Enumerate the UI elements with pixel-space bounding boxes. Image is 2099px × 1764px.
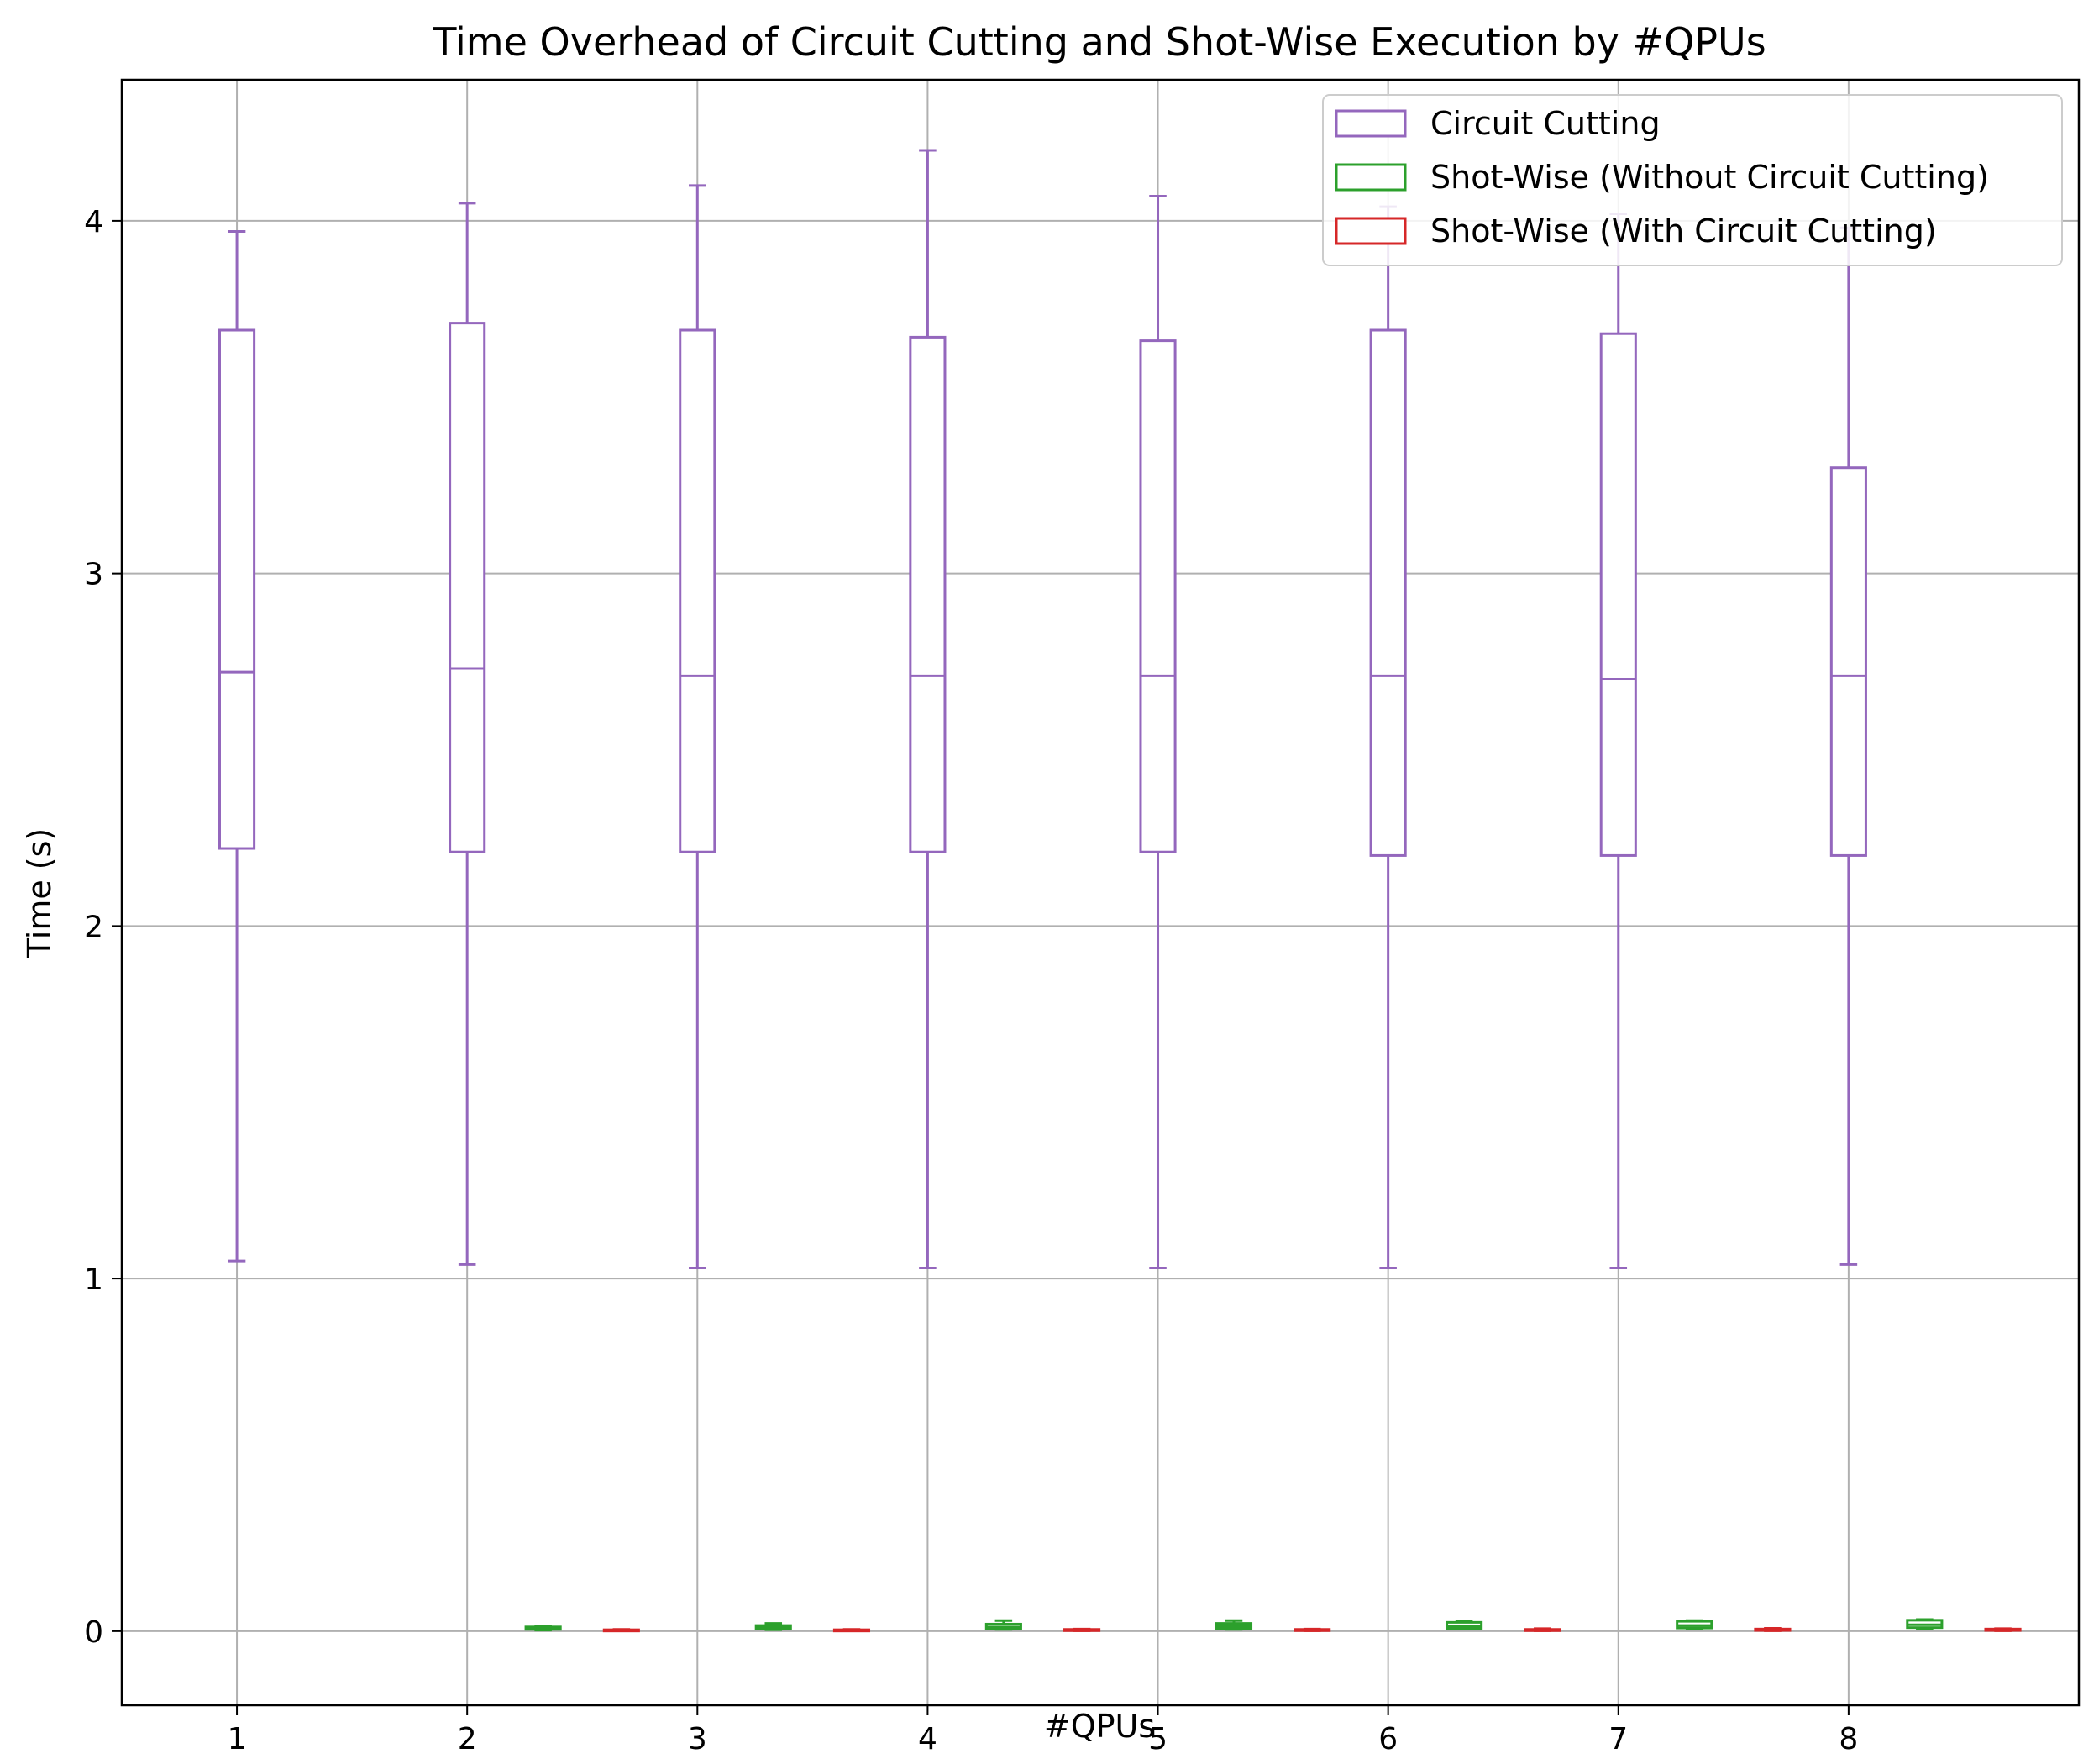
- y-axis-label: Time (s): [21, 828, 58, 959]
- box-circuit-cutting: [1139, 195, 1177, 1270]
- box-iqr: [1829, 466, 1867, 857]
- box-circuit-cutting: [449, 202, 486, 1266]
- box-circuit-cutting: [909, 149, 947, 1270]
- box-circuit-cutting: [679, 184, 716, 1270]
- legend-box: [1322, 94, 2063, 266]
- box-shot-wise-with-circuit-cutting: [1063, 1627, 1101, 1632]
- legend-swatch: [1335, 109, 1407, 138]
- x-axis-label: #QPUs: [1044, 1708, 1155, 1745]
- x-tick-label: 2: [458, 1722, 477, 1756]
- y-tick-label: 1: [84, 1263, 103, 1297]
- y-tick-label: 4: [84, 205, 103, 239]
- box-shot-wise-without-circuit-cutting: [1215, 1619, 1253, 1631]
- x-tick-label: 3: [688, 1722, 707, 1756]
- y-tick-label: 0: [84, 1615, 103, 1650]
- box-iqr: [218, 328, 256, 850]
- x-tick-label: 5: [1148, 1722, 1168, 1756]
- box-iqr: [1139, 339, 1177, 853]
- axis-ticks: 1 2 3 4 5 6 7 8 0 1 2 3 4: [84, 205, 1858, 1756]
- box-circuit-cutting: [218, 229, 256, 1263]
- legend-entry-label: Shot-Wise (Without Circuit Cutting): [1430, 159, 1989, 196]
- box-shot-wise-with-circuit-cutting: [1294, 1627, 1331, 1632]
- box-shot-wise-without-circuit-cutting: [984, 1619, 1022, 1631]
- plot-area-frame: [120, 78, 2081, 1707]
- box-shot-wise-with-circuit-cutting: [832, 1628, 871, 1633]
- grid-lines: [122, 80, 2079, 1705]
- chart-title: Time Overhead of Circuit Cutting and Sho…: [432, 19, 1766, 65]
- box-iqr: [1599, 332, 1637, 857]
- legend-swatch: [1335, 217, 1407, 245]
- box-circuit-cutting: [1599, 213, 1637, 1270]
- box-shot-wise-with-circuit-cutting: [602, 1628, 640, 1633]
- box-iqr: [449, 322, 486, 853]
- box-shot-wise-with-circuit-cutting: [1984, 1627, 2022, 1632]
- box-circuit-cutting: [1829, 226, 1867, 1266]
- box-shot-wise-without-circuit-cutting: [1446, 1620, 1483, 1630]
- box-shot-wise-without-circuit-cutting: [1906, 1618, 1944, 1630]
- legend-entry-label: Circuit Cutting: [1430, 105, 1661, 142]
- box-iqr: [1369, 328, 1407, 857]
- box-shot-wise-without-circuit-cutting: [1676, 1619, 1713, 1630]
- legend-entry-label: Shot-Wise (With Circuit Cutting): [1430, 213, 1937, 249]
- x-tick-label: 6: [1378, 1722, 1398, 1756]
- box-shot-wise-without-circuit-cutting: [524, 1625, 562, 1632]
- legend-swatch: [1335, 163, 1407, 192]
- box-series: [218, 149, 2022, 1633]
- box-shot-wise-with-circuit-cutting: [1754, 1626, 1792, 1632]
- y-tick-label: 3: [84, 558, 103, 592]
- x-tick-label: 4: [918, 1722, 937, 1756]
- box-iqr: [909, 335, 947, 853]
- y-tick-label: 2: [84, 910, 103, 944]
- box-shot-wise-without-circuit-cutting: [754, 1622, 792, 1631]
- box-circuit-cutting: [1369, 205, 1407, 1270]
- x-tick-label: 1: [228, 1722, 247, 1756]
- x-tick-label: 7: [1608, 1722, 1628, 1756]
- box-iqr: [679, 328, 716, 853]
- box-shot-wise-with-circuit-cutting: [1524, 1627, 1561, 1632]
- legend: Circuit Cutting Shot-Wise (Without Circui…: [1322, 94, 2063, 266]
- x-tick-label: 8: [1839, 1722, 1858, 1756]
